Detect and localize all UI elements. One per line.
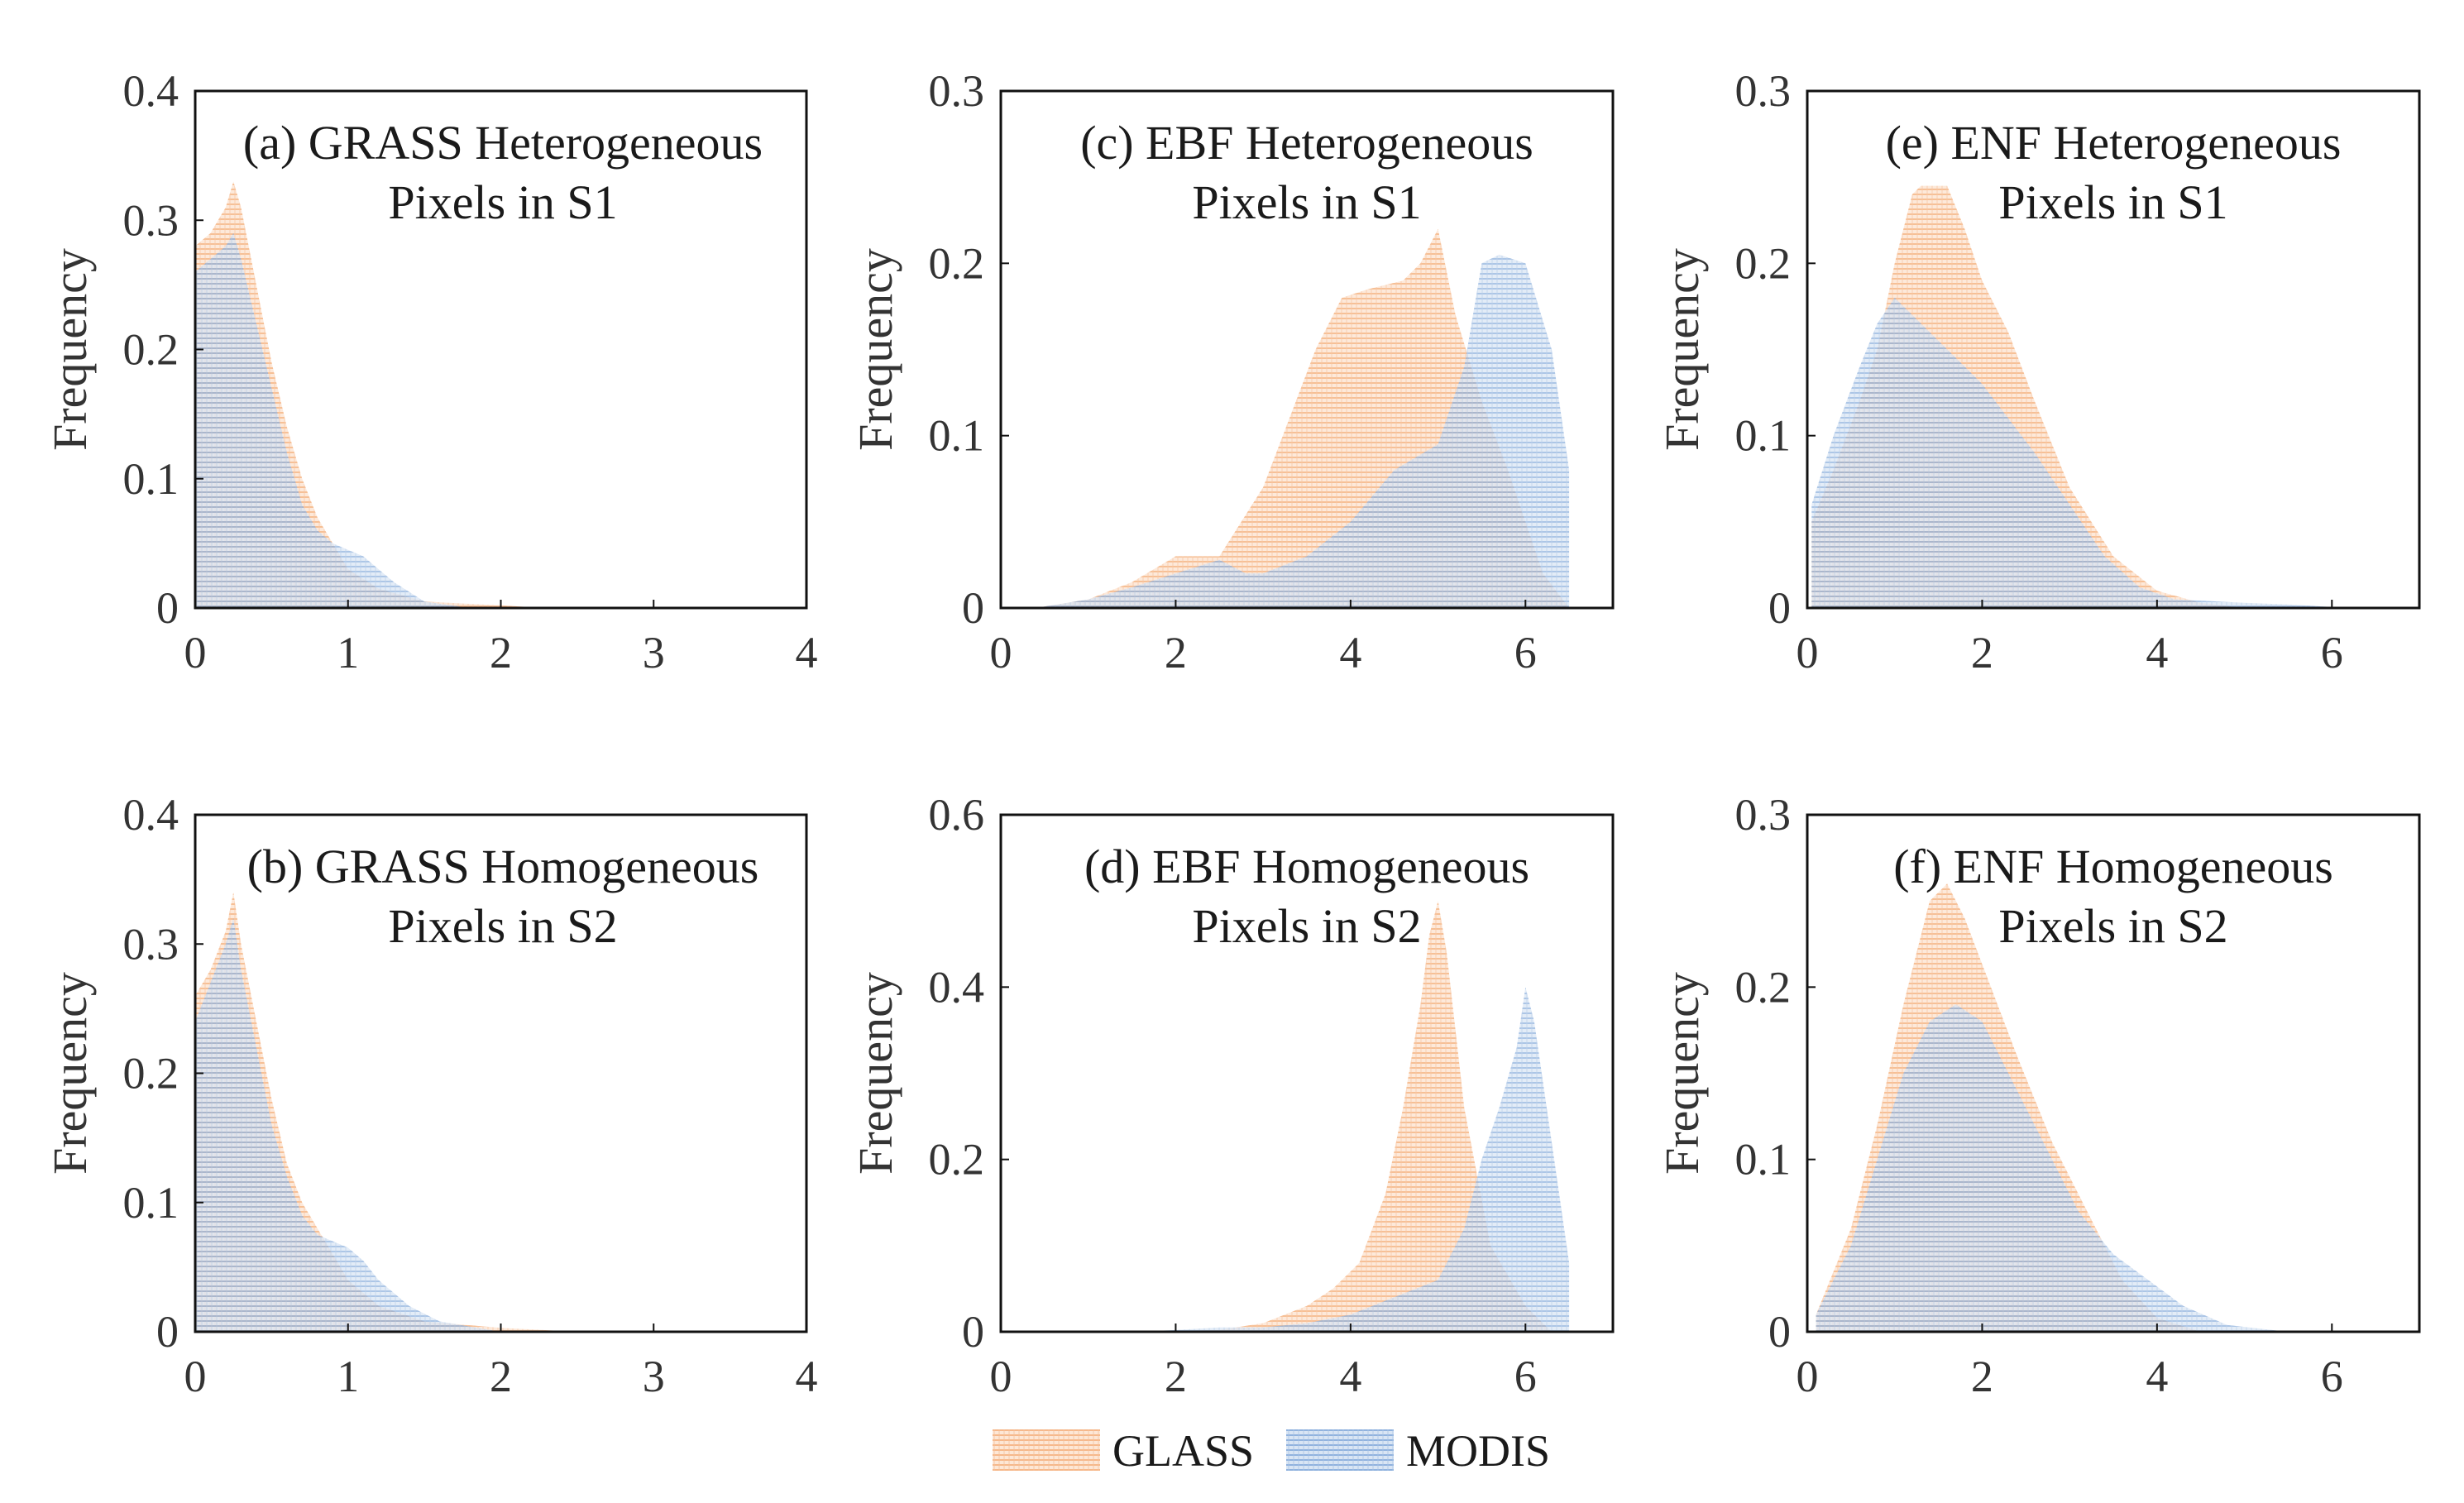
y-tick-label: 0.2 [1735,962,1792,1012]
y-tick-label: 0.2 [123,325,179,375]
y-tick-label: 0.6 [929,790,985,840]
series-area-modis [1036,254,1570,608]
y-axis-label: Frequency [849,972,902,1175]
y-axis-label: Frequency [43,248,97,451]
x-tick-label: 3 [643,1352,665,1401]
x-tick-label: 2 [1971,628,1993,677]
panel-title: (a) GRASS Heterogeneous [243,116,763,170]
y-tick-label: 0.2 [929,1135,985,1185]
y-axis-label: Frequency [1655,972,1709,1175]
x-tick-label: 0 [1797,628,1819,677]
x-tick-label: 0 [184,1352,207,1401]
panel-title: (d) EBF Homogeneous [1084,840,1529,893]
series-area-modis [1816,1004,2289,1332]
y-tick-label: 0.4 [123,790,179,840]
y-tick-label: 0.3 [929,66,985,116]
series-area-modis [195,918,501,1332]
x-tick-label: 4 [1339,628,1361,677]
x-tick-label: 6 [2321,628,2343,677]
y-tick-label: 0.2 [929,238,985,288]
panel-f: 0 2 4 6 0 0.1 0.2 0.3 Frequency (f) ENF Homogeneo… [1655,790,2421,1401]
x-tick-label: 0 [990,628,1012,677]
panel-title: Pixels in S1 [1998,175,2227,229]
x-tick-label: 3 [643,628,665,677]
series-area-modis [195,232,471,608]
panel-title: Pixels in S1 [1192,175,1421,229]
x-tick-label: 6 [2321,1352,2343,1401]
legend-label-modis: MODIS [1406,1426,1550,1476]
y-tick-label: 0 [1768,1307,1791,1357]
y-tick-label: 0.1 [123,454,179,504]
y-axis-label: Frequency [43,972,97,1175]
y-tick-label: 0.3 [1735,66,1792,116]
y-tick-label: 0.3 [123,195,179,245]
panel-title: Pixels in S1 [388,175,617,229]
panel-title: Pixels in S2 [1192,899,1421,953]
x-tick-label: 2 [490,628,512,677]
y-tick-label: 0.1 [929,411,985,461]
panel-d: 0 2 4 6 0 0.2 0.4 0.6 Frequency (d) EBF Homogeneo… [849,790,1615,1401]
x-tick-label: 4 [796,1352,818,1401]
y-tick-label: 0 [962,583,984,633]
axes-frame [1806,89,2421,610]
y-tick-label: 0.3 [123,919,179,969]
y-tick-label: 0.1 [123,1178,179,1228]
x-tick-label: 1 [337,628,359,677]
x-tick-label: 4 [2146,628,2168,677]
y-axis-label: Frequency [1655,248,1709,451]
panel-a: 0 1 2 3 4 0 0.1 0.2 0.3 0.4 Frequency (a) GRASS Het… [43,66,818,677]
x-tick-label: 4 [796,628,818,677]
x-tick-label: 2 [1971,1352,1993,1401]
y-tick-label: 0 [156,583,179,633]
x-tick-label: 2 [1165,628,1187,677]
panel-title: (c) EBF Heterogeneous [1080,116,1533,170]
y-tick-label: 0.1 [1735,411,1792,461]
x-tick-label: 0 [184,628,207,677]
x-tick-label: 2 [1165,1352,1187,1401]
legend: GLASS MODIS [993,1426,1550,1476]
panel-title: (b) GRASS Homogeneous [247,840,759,893]
legend-label-glass: GLASS [1112,1426,1254,1476]
x-tick-label: 6 [1514,1352,1537,1401]
axes-frame [999,89,1615,610]
series-area-modis [1132,987,1570,1332]
series-area-modis [1811,298,2350,608]
panel-title: (e) ENF Heterogeneous [1886,116,2342,170]
y-tick-label: 0 [962,1307,984,1357]
y-tick-label: 0.2 [123,1049,179,1099]
legend-swatch-modis [1286,1429,1394,1471]
series-area-glass [1132,901,1552,1332]
x-tick-label: 6 [1514,628,1537,677]
panel-title: (f) ENF Homogeneous [1893,840,2333,893]
panel-c: 0 2 4 6 0 0.1 0.2 0.3 Frequency (c) EBF Heterogen… [849,66,1615,677]
y-tick-label: 0 [1768,583,1791,633]
y-tick-label: 0.4 [929,962,985,1012]
y-tick-label: 0.4 [123,66,179,116]
axes-frame [999,813,1615,1333]
legend-swatch-glass [993,1429,1100,1471]
x-tick-label: 2 [490,1352,512,1401]
y-tick-label: 0.2 [1735,238,1792,288]
x-tick-label: 0 [990,1352,1012,1401]
panel-e: 0 2 4 6 0 0.1 0.2 0.3 Frequency (e) ENF Heterogen… [1655,66,2421,677]
y-axis-label: Frequency [849,248,902,451]
panel-b: 0 1 2 3 4 0 0.1 0.2 0.3 0.4 Frequency (b) GRASS Hom… [43,790,818,1401]
x-tick-label: 4 [2146,1352,2168,1401]
y-tick-label: 0.3 [1735,790,1792,840]
x-tick-label: 4 [1339,1352,1361,1401]
y-tick-label: 0 [156,1307,179,1357]
panel-title: Pixels in S2 [1998,899,2227,953]
x-tick-label: 0 [1797,1352,1819,1401]
x-tick-label: 1 [337,1352,359,1401]
panel-title: Pixels in S2 [388,899,617,953]
y-tick-label: 0.1 [1735,1135,1792,1185]
axes-frame [1806,813,2421,1333]
